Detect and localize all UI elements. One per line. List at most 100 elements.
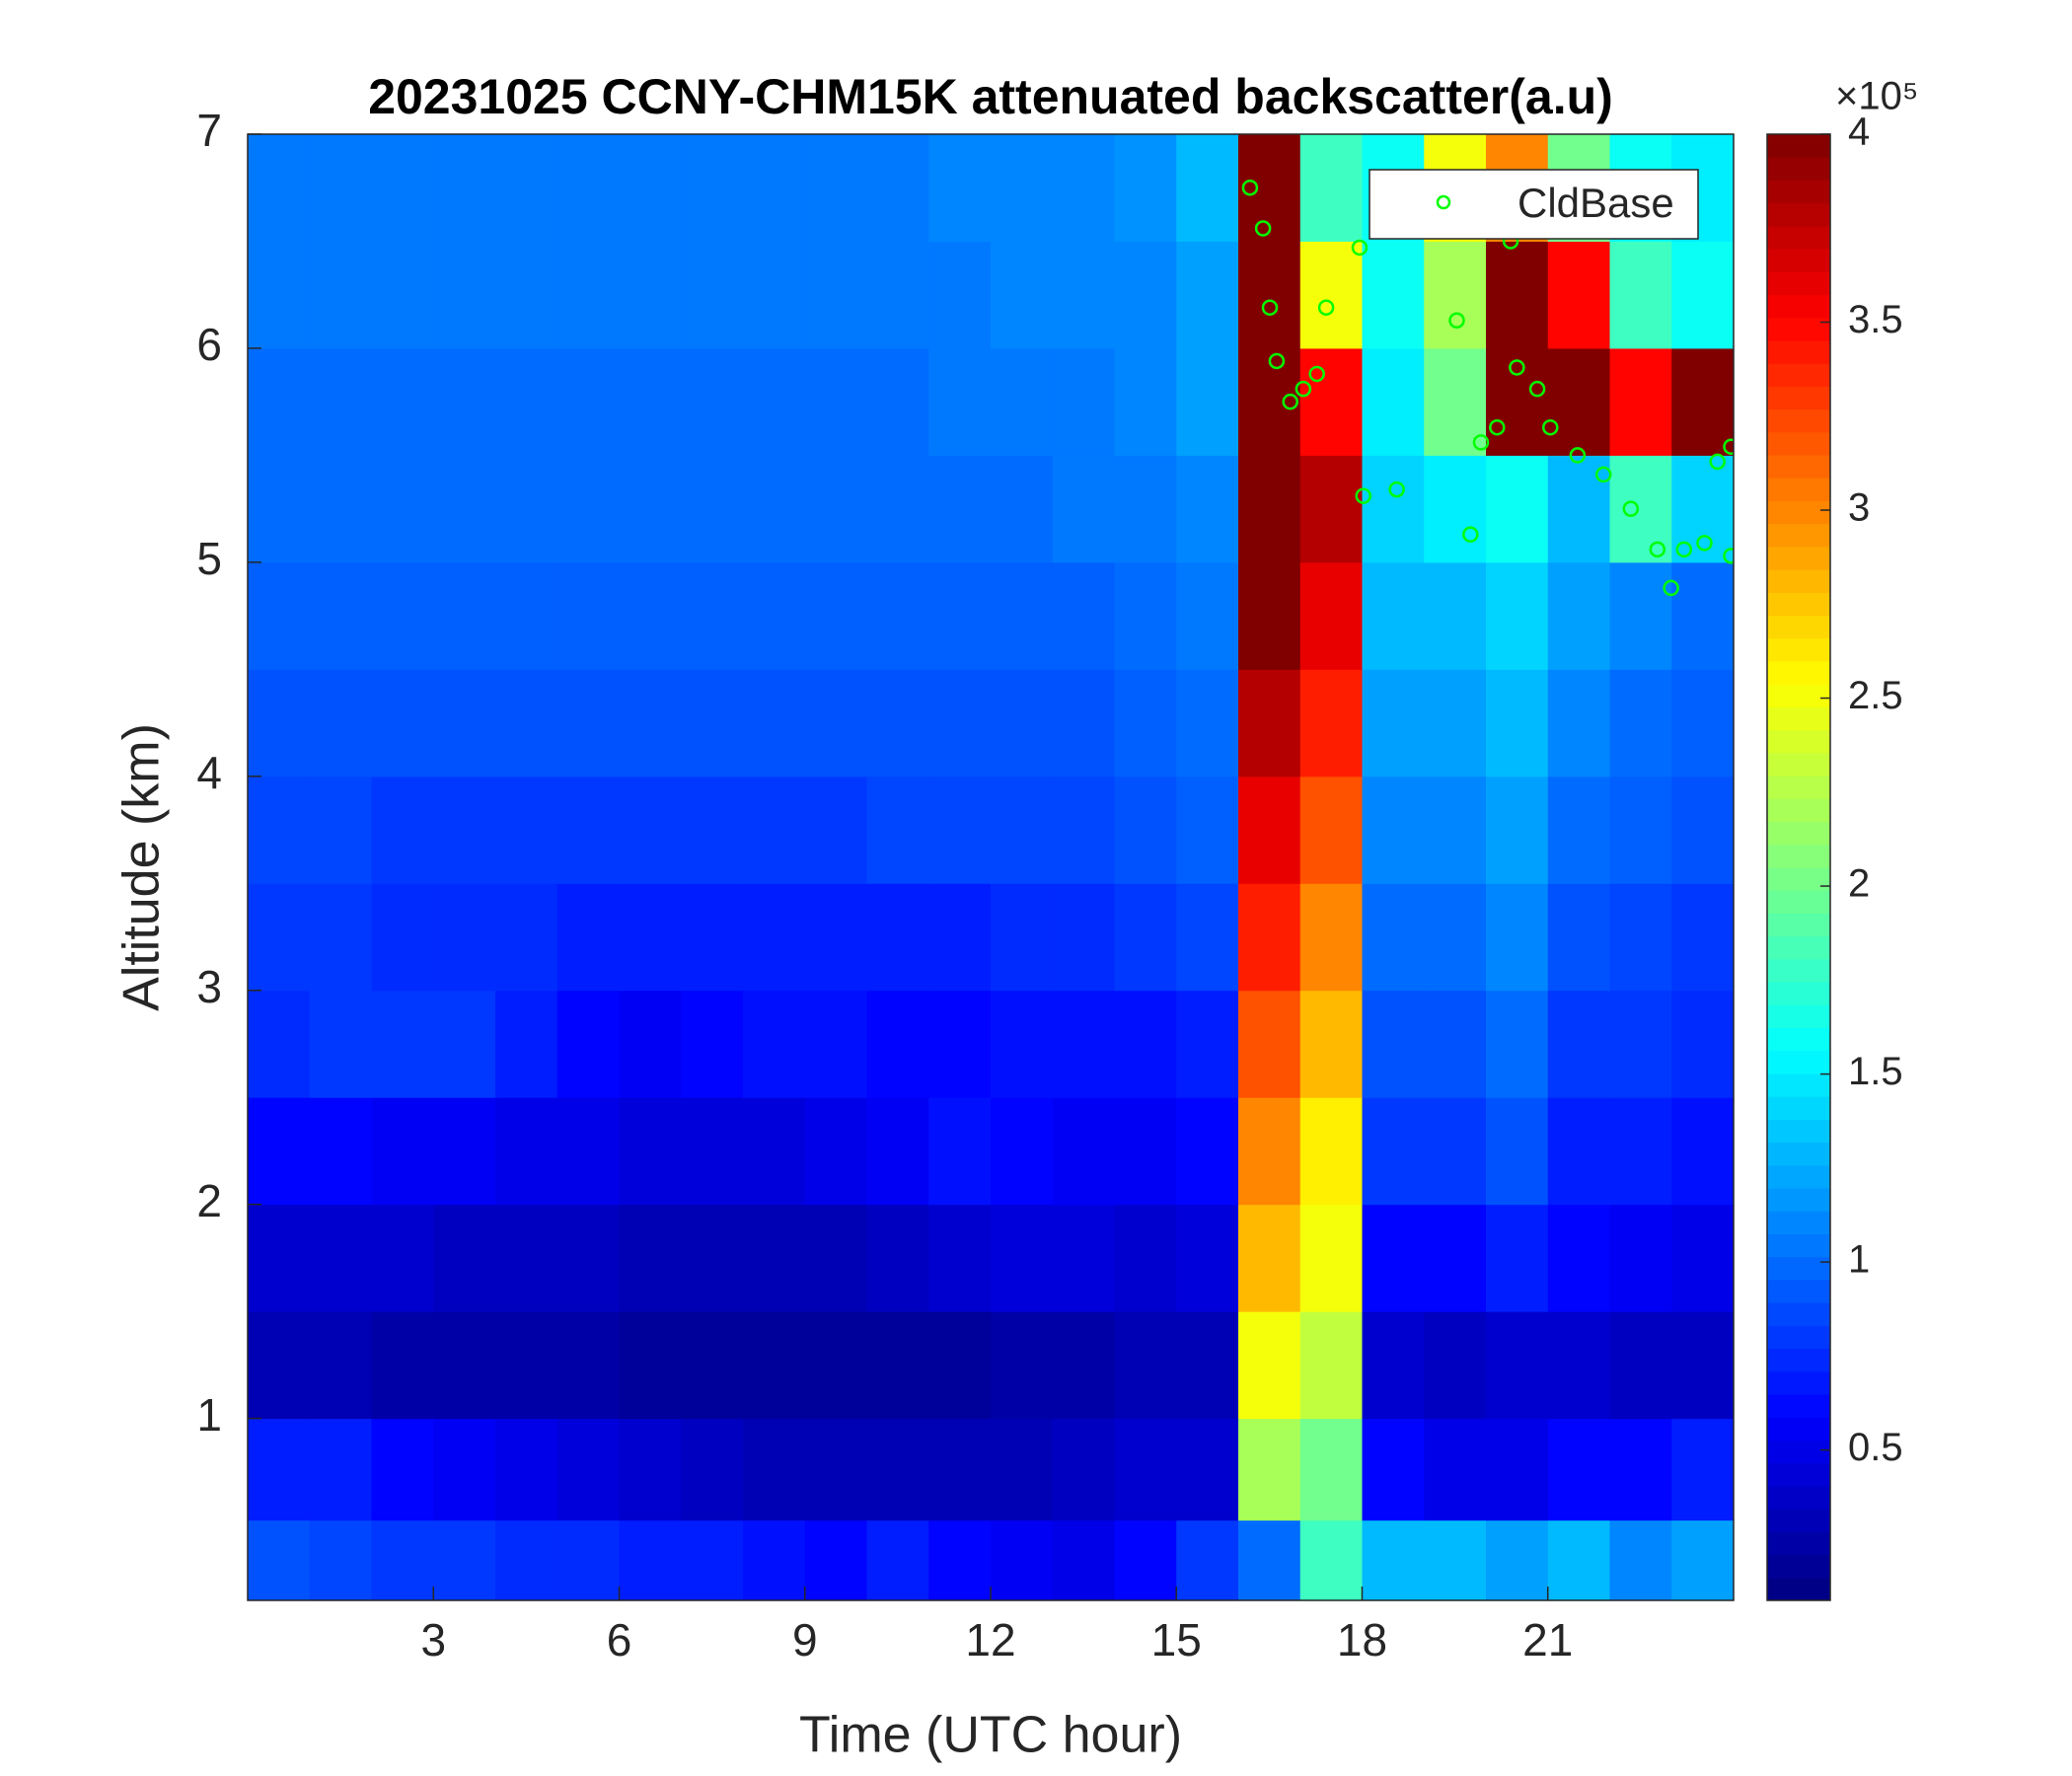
- x-tick-label: 3: [420, 1614, 446, 1665]
- heatmap-cell: [743, 776, 806, 884]
- heatmap-cell: [433, 241, 496, 349]
- colorbar-swatch: [1767, 706, 1830, 731]
- colorbar-tick-label: 3: [1848, 486, 1870, 530]
- colorbar-swatch: [1767, 157, 1830, 181]
- heatmap-cell: [743, 1311, 806, 1420]
- heatmap-cell: [309, 1418, 372, 1521]
- colorbar-swatch: [1767, 455, 1830, 479]
- heatmap-cell: [1114, 455, 1177, 563]
- heatmap-cell: [928, 1418, 992, 1521]
- heatmap-cell: [1424, 455, 1487, 563]
- colorbar-swatch: [1767, 935, 1830, 960]
- heatmap-cell: [928, 1311, 992, 1420]
- heatmap-cell: [1176, 1311, 1239, 1420]
- colorbar-tick-label: 2.5: [1848, 674, 1903, 717]
- heatmap-cell: [1176, 883, 1239, 992]
- heatmap-cell: [743, 1418, 806, 1521]
- heatmap-cell: [556, 561, 620, 670]
- heatmap-cell: [1114, 1097, 1177, 1206]
- heatmap-cell: [433, 883, 496, 992]
- heatmap-cell: [804, 883, 867, 992]
- heatmap-cell: [495, 1097, 558, 1206]
- heatmap-cell: [681, 669, 744, 777]
- heatmap-cell: [804, 669, 867, 777]
- colorbar-swatch: [1767, 1119, 1830, 1144]
- colorbar-swatch: [1767, 821, 1830, 846]
- cloud-base-point: [1528, 380, 1546, 398]
- heatmap-cell: [1176, 241, 1239, 349]
- heatmap-cell: [309, 134, 372, 242]
- heatmap-cell: [248, 883, 311, 992]
- heatmap-cell: [1362, 561, 1425, 670]
- colorbar-swatch: [1767, 1188, 1830, 1212]
- heatmap-cell: [371, 134, 434, 242]
- cloud-base-point: [1448, 312, 1465, 329]
- heatmap-cell: [1547, 455, 1610, 563]
- heatmap-cell: [681, 241, 744, 349]
- colorbar-swatch: [1767, 729, 1830, 754]
- heatmap-cell: [804, 1204, 867, 1312]
- heatmap-cell: [1671, 1519, 1734, 1600]
- heatmap-cell: [1114, 561, 1177, 670]
- heatmap-cell: [556, 776, 620, 884]
- heatmap-cell: [556, 134, 620, 242]
- heatmap-cell: [1362, 1311, 1425, 1420]
- colorbar-swatch: [1767, 363, 1830, 387]
- x-axis-label: Time (UTC hour): [799, 1707, 1182, 1764]
- colorbar-swatch: [1767, 1302, 1830, 1326]
- heatmap-cell: [556, 990, 620, 1098]
- heatmap-cell: [1547, 241, 1610, 349]
- colorbar-tick-label: 2: [1848, 862, 1870, 906]
- heatmap-cell: [866, 347, 929, 456]
- heatmap-cell: [1547, 883, 1610, 992]
- cloud-base-point: [1542, 418, 1559, 436]
- heatmap-cell: [928, 134, 992, 242]
- cloud-base-point: [1622, 500, 1640, 517]
- colorbar-swatch: [1767, 271, 1830, 296]
- heatmap-cell: [681, 347, 744, 456]
- cloud-base-point: [1594, 466, 1612, 483]
- heatmap-cell: [1176, 134, 1239, 242]
- heatmap-cell: [433, 1418, 496, 1521]
- cloud-base-point: [1355, 487, 1372, 504]
- y-tick-label: 1: [196, 1389, 222, 1441]
- heatmap-cell: [991, 1097, 1054, 1206]
- heatmap-cell: [556, 1311, 620, 1420]
- colorbar-exponent: ×10⁵: [1835, 75, 1918, 118]
- heatmap-cell: [681, 134, 744, 242]
- heatmap-cell: [1176, 1097, 1239, 1206]
- heatmap-cell: [1424, 669, 1487, 777]
- colorbar-swatch: [1767, 478, 1830, 501]
- cloud-base-point: [1241, 179, 1259, 196]
- heatmap-cell: [619, 561, 682, 670]
- heatmap-cell: [1486, 1204, 1549, 1312]
- heatmap-cell: [619, 241, 682, 349]
- heatmap-cell: [495, 1519, 558, 1600]
- heatmap-cell: [804, 347, 867, 456]
- heatmap-cell: [556, 241, 620, 349]
- heatmap-cell: [1114, 990, 1177, 1098]
- heatmap-cell: [1671, 241, 1734, 349]
- heatmap-cell: [866, 1519, 929, 1600]
- colorbar-swatch: [1767, 1027, 1830, 1052]
- y-tick-label: 6: [196, 319, 222, 370]
- heatmap-cell: [866, 1097, 929, 1206]
- colorbar-swatch: [1767, 546, 1830, 570]
- colorbar-swatch: [1767, 1485, 1830, 1510]
- heatmap-cell: [681, 1519, 744, 1600]
- colorbar-swatch: [1767, 1509, 1830, 1532]
- heatmap-cell: [1176, 561, 1239, 670]
- cloud-base-point: [1696, 535, 1713, 552]
- heatmap-cell: [866, 1204, 929, 1312]
- y-tick-label: 2: [196, 1175, 222, 1226]
- colorbar-swatch: [1767, 844, 1830, 868]
- cloud-base-point: [1723, 548, 1734, 564]
- x-tick-label: 9: [792, 1614, 818, 1665]
- heatmap-cell: [1424, 1311, 1487, 1420]
- heatmap-cell: [928, 455, 992, 563]
- heatmap-cell: [556, 347, 620, 456]
- colorbar-tick-label: 1: [1848, 1238, 1870, 1282]
- heatmap-cell: [1671, 1204, 1734, 1312]
- heatmap-cell: [1238, 990, 1301, 1098]
- heatmap-cell: [309, 1097, 372, 1206]
